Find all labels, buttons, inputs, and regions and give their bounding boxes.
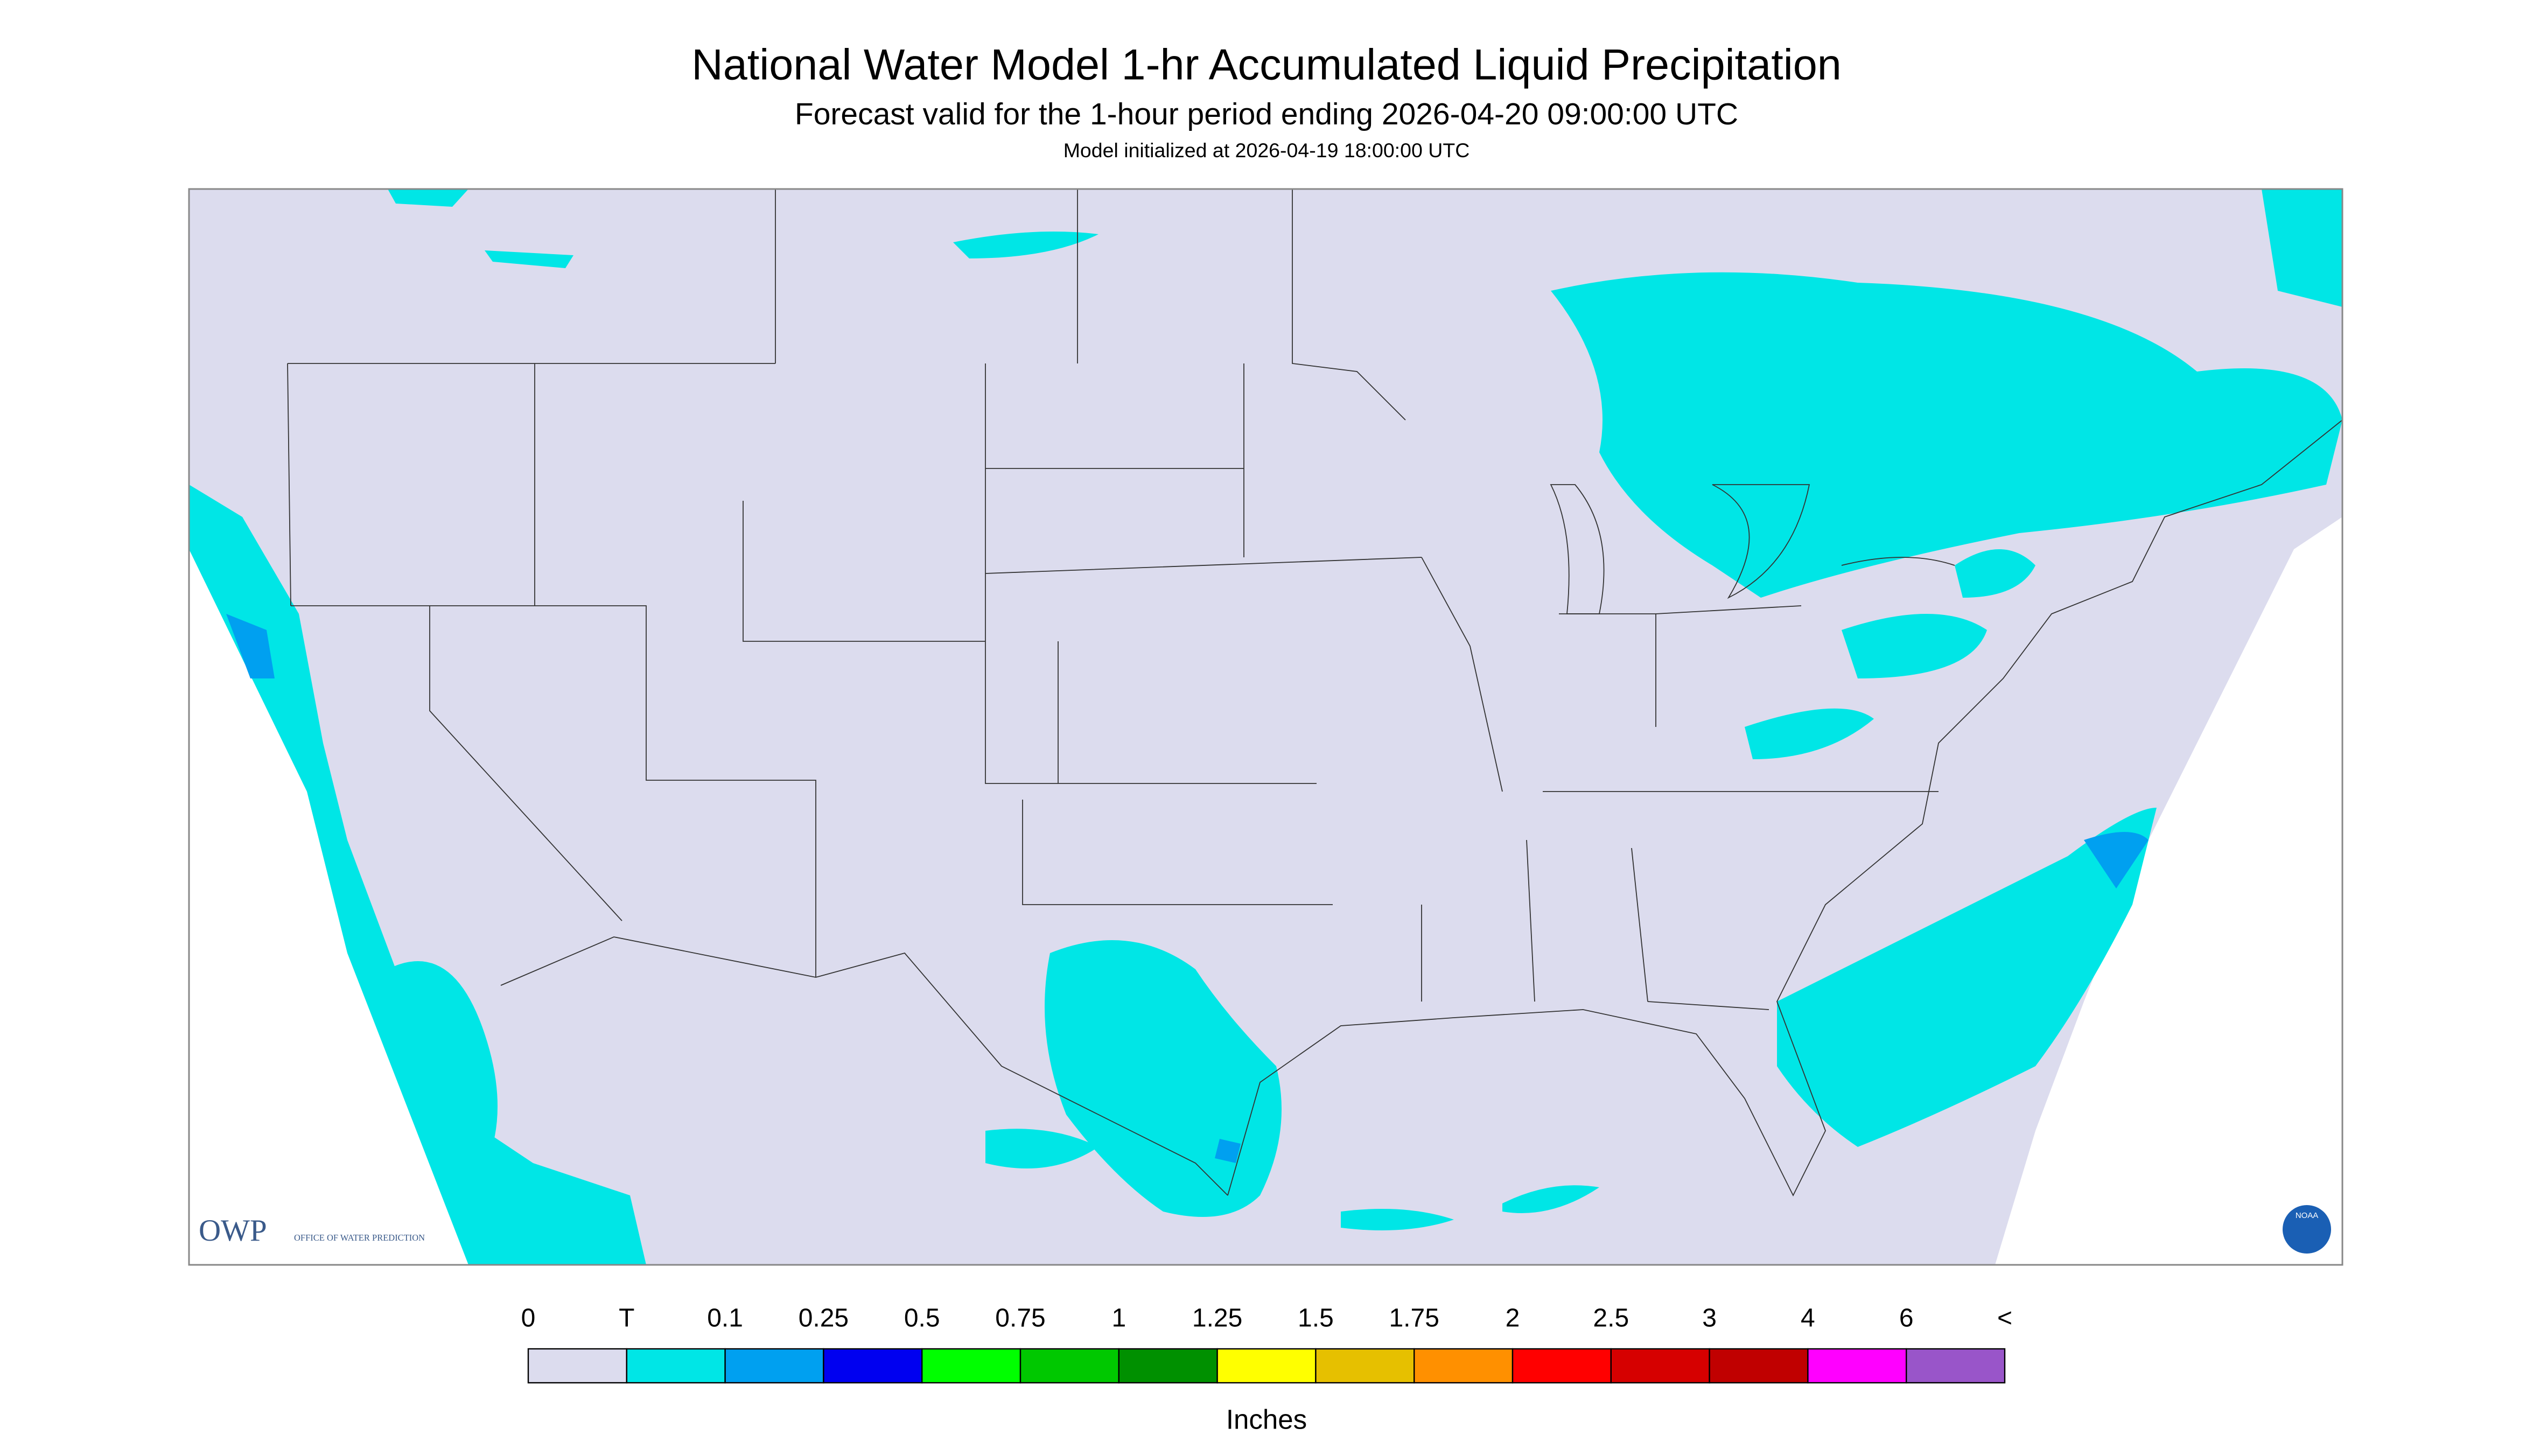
owp-logo-text: OFFICE OF WATER PREDICTION xyxy=(294,1233,425,1243)
precip-area xyxy=(1842,614,1987,679)
init-note: Model initialized at 2026-04-19 18:00:00… xyxy=(1063,139,1470,162)
colorbar-label: 0 xyxy=(521,1304,536,1333)
colorbar-swatch xyxy=(1118,1348,1218,1384)
precip-area xyxy=(189,485,646,1265)
colorbar-label: < xyxy=(1997,1304,2012,1333)
colorbar-label: 0.25 xyxy=(799,1304,849,1333)
precip-area xyxy=(1777,808,2157,1147)
colorbar-label: 6 xyxy=(1899,1304,1914,1333)
colorbar-swatch xyxy=(626,1348,726,1384)
colorbar-swatch xyxy=(1216,1348,1317,1384)
precip-area xyxy=(1215,1139,1241,1164)
precip-area xyxy=(1341,1209,1454,1231)
precip-area xyxy=(953,232,1098,259)
colorbar-label: 3 xyxy=(1702,1304,1717,1333)
owp-logo: OWP xyxy=(199,1214,267,1248)
precip-area xyxy=(1955,549,2035,598)
colorbar-swatch xyxy=(1709,1348,1809,1384)
colorbar-label: 0.5 xyxy=(904,1304,940,1333)
title: National Water Model 1-hr Accumulated Li… xyxy=(691,40,1842,89)
projection-edge xyxy=(189,549,468,1265)
colorbar-label: 2 xyxy=(1506,1304,1520,1333)
colorbar-label: 1.25 xyxy=(1192,1304,1242,1333)
colorbar-swatch xyxy=(1512,1348,1612,1384)
colorbar-label: 0.75 xyxy=(995,1304,1045,1333)
subtitle: Forecast valid for the 1-hour period end… xyxy=(795,97,1738,131)
colorbar-swatch xyxy=(1610,1348,1710,1384)
colorbar-swatch xyxy=(1315,1348,1415,1384)
precip-area xyxy=(1551,272,2342,598)
precip-area xyxy=(485,250,573,269)
noaa-logo-text: NOAA xyxy=(2296,1211,2319,1220)
colorbar-label: 4 xyxy=(1801,1304,1815,1333)
colorbar-label: T xyxy=(619,1304,634,1333)
map: OWP OFFICE OF WATER PREDICTION NOAA xyxy=(188,188,2343,1266)
colorbar-swatch xyxy=(921,1348,1021,1384)
colorbar-label: 1.5 xyxy=(1298,1304,1334,1333)
noaa-logo xyxy=(2283,1205,2331,1254)
precip-area xyxy=(388,189,468,207)
colorbar-label: 1.75 xyxy=(1389,1304,1439,1333)
projection-edge xyxy=(1995,517,2342,1265)
precipitation xyxy=(189,189,2342,1265)
colorbar-swatch xyxy=(1019,1348,1120,1384)
precip-area xyxy=(388,961,498,1196)
precip-area xyxy=(985,1129,1098,1169)
colorbar-swatch xyxy=(527,1348,628,1384)
colorbar-swatch xyxy=(724,1348,824,1384)
colorbar-swatch xyxy=(1905,1348,2006,1384)
colorbar-label: 1 xyxy=(1111,1304,1126,1333)
colorbar-swatch xyxy=(1414,1348,1514,1384)
precip-area xyxy=(226,614,275,679)
colorbar-swatch xyxy=(823,1348,923,1384)
colorbar-label: 2.5 xyxy=(1593,1304,1629,1333)
precip-area xyxy=(1745,708,1874,760)
precip-area xyxy=(1502,1185,1599,1214)
boundaries xyxy=(287,189,2343,1197)
colorbar: 0 T 0.1 0.25 0.5 0.75 1 1.25 1.5 1.75 2 2.5 3 4 6 < xyxy=(521,1304,2012,1384)
precip-area xyxy=(2262,189,2342,307)
colorbar-label: 0.1 xyxy=(707,1304,743,1333)
map-frame xyxy=(188,188,2343,1266)
colorbar-unit: Inches xyxy=(1226,1404,1307,1434)
colorbar-swatch xyxy=(1807,1348,1907,1384)
precip-area xyxy=(2084,832,2149,889)
